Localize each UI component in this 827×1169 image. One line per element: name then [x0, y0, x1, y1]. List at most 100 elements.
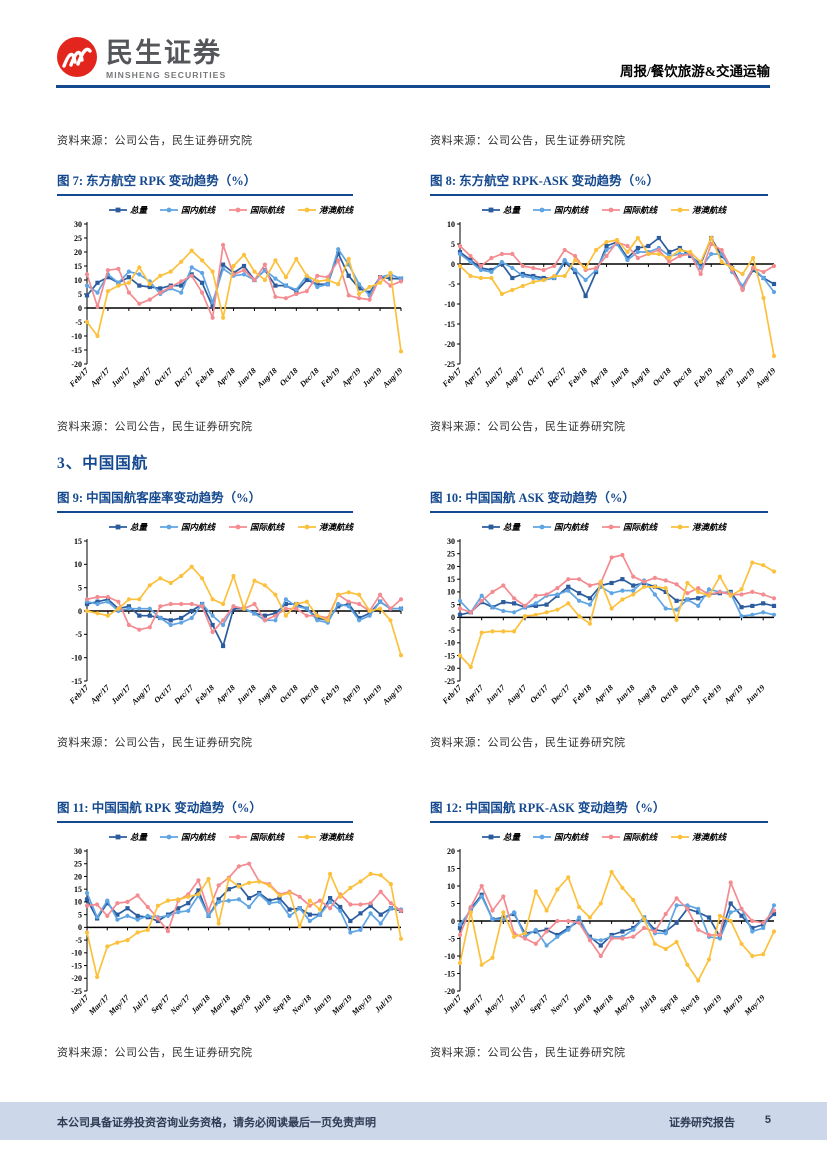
- svg-text:港澳航线: 港澳航线: [692, 205, 728, 215]
- svg-text:-5: -5: [448, 934, 455, 943]
- svg-text:-10: -10: [71, 332, 82, 341]
- svg-text:总量: 总量: [130, 205, 149, 215]
- svg-text:Apr/19: Apr/19: [722, 683, 745, 706]
- svg-text:Feb/18: Feb/18: [566, 366, 589, 389]
- svg-text:Jun/17: Jun/17: [109, 682, 133, 706]
- svg-text:Jul/17: Jul/17: [129, 992, 152, 1015]
- svg-text:-20: -20: [444, 664, 455, 673]
- svg-text:港澳航线: 港澳航线: [692, 832, 728, 842]
- svg-text:总量: 总量: [503, 832, 522, 842]
- svg-text:Feb/19: Feb/19: [700, 683, 723, 706]
- svg-text:Mar/17: Mar/17: [461, 992, 486, 1017]
- svg-text:Jun/18: Jun/18: [607, 366, 630, 389]
- svg-text:Feb/17: Feb/17: [67, 682, 91, 706]
- figure-7-title: 图 7: 东方航空 RPK 变动趋势（%）: [57, 170, 353, 196]
- svg-text:-15: -15: [444, 320, 455, 329]
- svg-text:Nov/17: Nov/17: [548, 992, 572, 1016]
- figure-8-title: 图 8: 东方航空 RPK-ASK 变动趋势（%）: [430, 170, 768, 196]
- svg-text:-5: -5: [448, 280, 455, 289]
- logo-chinese-name: 民生证券: [106, 38, 222, 68]
- svg-text:-10: -10: [444, 952, 455, 961]
- svg-text:Feb/19: Feb/19: [318, 683, 341, 706]
- svg-text:5: 5: [78, 910, 82, 919]
- svg-text:Aug/19: Aug/19: [380, 683, 404, 707]
- svg-text:港澳航线: 港澳航线: [319, 522, 355, 532]
- svg-text:-5: -5: [75, 936, 82, 945]
- svg-text:20: 20: [447, 562, 455, 571]
- svg-text:Sep/17: Sep/17: [528, 992, 551, 1015]
- svg-text:Feb/17: Feb/17: [67, 365, 91, 389]
- svg-text:20: 20: [447, 847, 455, 856]
- svg-text:Feb/18: Feb/18: [193, 683, 216, 706]
- svg-text:10: 10: [447, 588, 455, 597]
- svg-text:Apr/18: Apr/18: [592, 683, 615, 706]
- svg-text:0: 0: [451, 260, 455, 269]
- svg-text:Jul/19: Jul/19: [372, 993, 394, 1015]
- svg-text:Apr/19: Apr/19: [339, 366, 362, 389]
- svg-text:15: 15: [447, 575, 455, 584]
- svg-text:30: 30: [74, 220, 82, 229]
- svg-text:-15: -15: [71, 346, 82, 355]
- svg-text:-20: -20: [71, 974, 82, 983]
- svg-text:国内航线: 国内航线: [554, 522, 590, 532]
- figure-10-title: 图 10: 中国国航 ASK 变动趋势（%）: [430, 487, 768, 513]
- svg-text:May/19: May/19: [349, 993, 374, 1018]
- svg-text:20: 20: [74, 872, 82, 881]
- svg-text:Dec/18: Dec/18: [670, 366, 693, 389]
- svg-text:Jun/19: Jun/19: [743, 683, 766, 706]
- svg-text:Jul/18: Jul/18: [251, 993, 273, 1015]
- svg-text:Apr/18: Apr/18: [587, 366, 610, 389]
- svg-text:Jan/17: Jan/17: [440, 992, 464, 1016]
- svg-text:15: 15: [447, 864, 455, 873]
- svg-text:-5: -5: [448, 626, 455, 635]
- svg-text:Aug/17: Aug/17: [129, 365, 154, 390]
- svg-text:Jun/18: Jun/18: [613, 683, 636, 706]
- svg-text:-10: -10: [71, 949, 82, 958]
- svg-text:0: 0: [78, 607, 82, 616]
- svg-text:Jun/18: Jun/18: [234, 683, 257, 706]
- svg-text:国际航线: 国际航线: [250, 832, 286, 842]
- svg-text:港澳航线: 港澳航线: [692, 522, 728, 532]
- svg-text:Apr/17: Apr/17: [88, 682, 112, 706]
- svg-text:5: 5: [78, 583, 82, 592]
- svg-text:Aug/18: Aug/18: [628, 366, 652, 390]
- svg-text:Jun/17: Jun/17: [109, 365, 133, 389]
- svg-text:-25: -25: [444, 677, 455, 686]
- svg-text:国际航线: 国际航线: [623, 832, 659, 842]
- svg-text:25: 25: [74, 234, 82, 243]
- svg-text:Mar/18: Mar/18: [208, 993, 232, 1017]
- source-note: 资料来源：公司公告，民生证券研究院: [430, 135, 626, 147]
- svg-text:Oct/18: Oct/18: [651, 366, 673, 388]
- svg-text:国内航线: 国内航线: [181, 205, 217, 215]
- svg-text:-15: -15: [444, 651, 455, 660]
- svg-text:Dec/18: Dec/18: [297, 683, 320, 706]
- svg-text:Jul/18: Jul/18: [636, 993, 658, 1015]
- svg-text:Dec/17: Dec/17: [172, 682, 196, 706]
- svg-text:Oct/18: Oct/18: [658, 683, 680, 705]
- svg-text:30: 30: [447, 537, 455, 546]
- svg-text:Dec/18: Dec/18: [678, 683, 701, 706]
- svg-text:Jan/19: Jan/19: [700, 993, 723, 1016]
- section-heading: 3、中国国航: [57, 455, 149, 472]
- svg-text:15: 15: [74, 537, 82, 546]
- figure-12-title: 图 12: 中国国航 RPK-ASK 变动趋势（%）: [430, 797, 768, 823]
- svg-text:国际航线: 国际航线: [250, 205, 286, 215]
- footer-report-type: 证券研究报告: [669, 1117, 735, 1129]
- svg-text:0: 0: [78, 923, 82, 932]
- svg-text:30: 30: [74, 847, 82, 856]
- svg-text:May/18: May/18: [612, 993, 637, 1018]
- svg-text:Aug/18: Aug/18: [634, 683, 658, 707]
- svg-text:Aug/18: Aug/18: [255, 366, 279, 390]
- svg-text:Jun/17: Jun/17: [482, 365, 506, 389]
- svg-text:0: 0: [451, 917, 455, 926]
- svg-text:-5: -5: [75, 630, 82, 639]
- svg-text:Feb/17: Feb/17: [440, 365, 464, 389]
- svg-text:Jan/17: Jan/17: [67, 992, 91, 1016]
- svg-text:Mar/17: Mar/17: [86, 992, 111, 1017]
- svg-text:25: 25: [447, 550, 455, 559]
- svg-text:5: 5: [451, 600, 455, 609]
- source-note: 资料来源：公司公告，民生证券研究院: [57, 1047, 253, 1059]
